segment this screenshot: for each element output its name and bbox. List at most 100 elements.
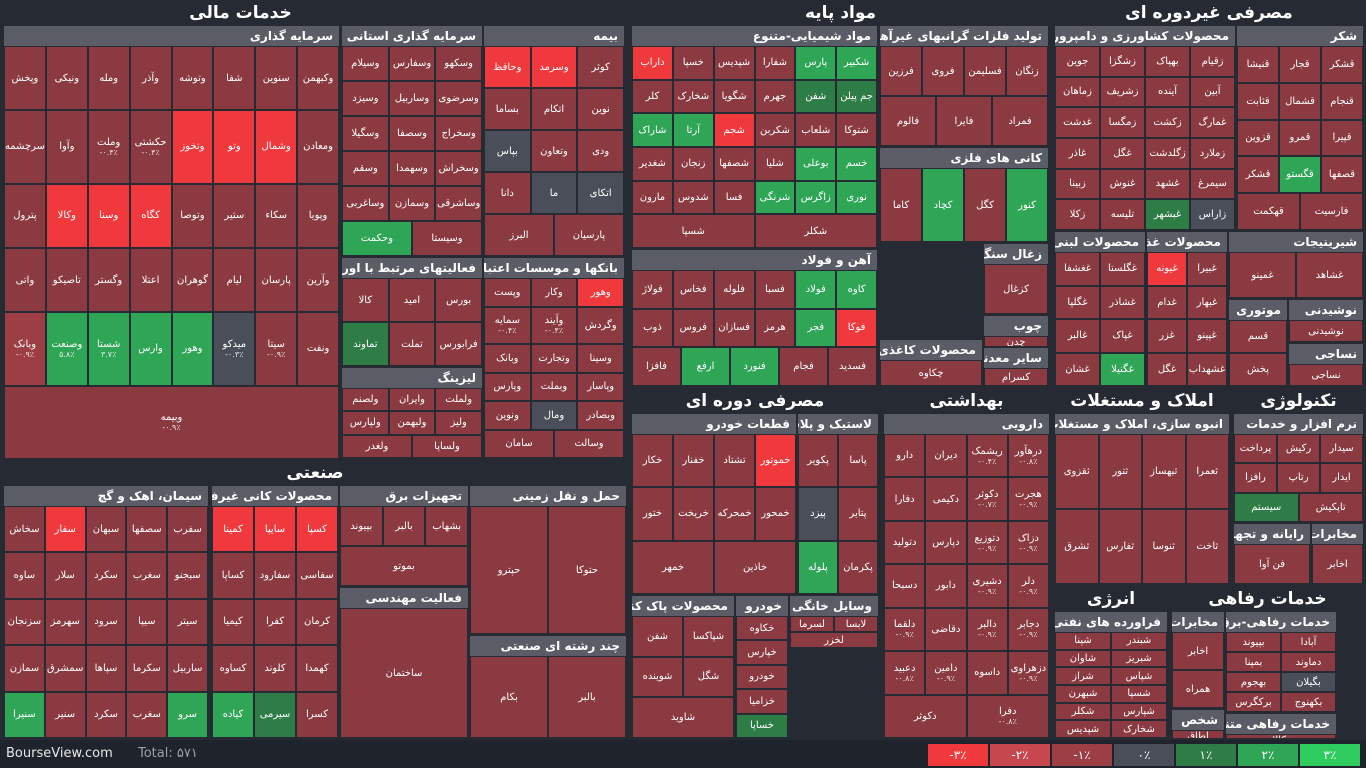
stock-cell[interactable]: قشمال	[1279, 82, 1321, 120]
stock-cell[interactable]: جوین	[1055, 46, 1100, 77]
stock-cell[interactable]: قگستو	[1279, 156, 1321, 194]
sector-tile[interactable]: شخص اطاق	[1172, 710, 1224, 738]
stock-cell[interactable]: فسدید	[828, 347, 877, 386]
sector-tile[interactable]: آهن و فولاد کاوه فولاد فسبا فلوله فخاس فولاژ فو…	[632, 250, 877, 386]
stock-cell[interactable]: بکهنوج	[1281, 692, 1336, 712]
sector-title[interactable]: زغال سنگ	[984, 244, 1048, 264]
sector-tile[interactable]: مخابرات اخابر	[1312, 524, 1363, 584]
stock-cell[interactable]: اعتلا	[129, 247, 172, 313]
stock-cell[interactable]: زشگزا	[1100, 46, 1145, 77]
stock-cell[interactable]: چکاوه	[880, 360, 982, 386]
stock-cell[interactable]: ولپارس	[342, 411, 389, 435]
stock-cell[interactable]: ولملت	[435, 388, 482, 412]
stock-cell[interactable]: فرابورس	[435, 322, 482, 366]
stock-cell[interactable]: دابور	[925, 564, 967, 608]
stock-cell[interactable]: بکام	[470, 656, 548, 738]
stock-cell[interactable]: ثشرق	[1055, 509, 1099, 584]
stock-cell[interactable]: پارس	[795, 46, 837, 80]
stock-cell[interactable]: زنگان	[1006, 46, 1048, 96]
sector-title[interactable]: نساجی	[1289, 344, 1363, 364]
stock-cell[interactable]: سمایه -۰.۴٪	[484, 306, 531, 344]
stock-cell[interactable]: غبشهر	[1145, 199, 1190, 230]
stock-cell[interactable]: کگل	[964, 168, 1006, 242]
stock-cell[interactable]: فجر	[795, 308, 837, 348]
stock-cell[interactable]: فلوله	[713, 270, 755, 309]
stock-cell[interactable]: وتو	[213, 110, 256, 184]
stock-cell[interactable]: وگردش	[577, 306, 624, 344]
stock-cell[interactable]: شخارک	[1111, 720, 1167, 738]
stock-cell[interactable]: ونیکی	[45, 46, 88, 111]
stock-cell[interactable]: آینده	[1145, 76, 1190, 108]
stock-cell[interactable]: شفارا	[754, 46, 796, 80]
stock-cell[interactable]: سامان	[484, 429, 554, 458]
stock-cell[interactable]: بگیلان	[1281, 672, 1336, 692]
stock-cell[interactable]: شکربن	[754, 113, 796, 147]
stock-cell[interactable]: غمینو	[1229, 252, 1296, 298]
stock-cell[interactable]: بورس	[435, 278, 482, 322]
stock-cell[interactable]: داراب	[632, 46, 673, 80]
stock-cell[interactable]: فمراد	[992, 96, 1048, 146]
stock-cell[interactable]: سکرما	[126, 645, 168, 692]
stock-cell[interactable]: چدن	[984, 336, 1048, 346]
stock-cell[interactable]: دسبحا	[884, 564, 926, 608]
sector-tile[interactable]: نوشیدنی نوشیدنی	[1289, 300, 1363, 342]
stock-cell[interactable]: ثفارس	[1098, 509, 1142, 584]
stock-cell[interactable]: ودی	[577, 130, 624, 172]
stock-cell[interactable]: اتکام	[530, 88, 578, 130]
sector-tile[interactable]: موتوری قسم پخش	[1229, 300, 1287, 386]
stock-cell[interactable]: وتجارت	[530, 344, 578, 373]
stock-cell[interactable]: ومعادن	[297, 110, 339, 184]
stock-cell[interactable]: زنجان	[672, 146, 714, 181]
stock-cell[interactable]: داسوه	[966, 651, 1008, 695]
stock-cell[interactable]: خساپا	[736, 713, 788, 738]
stock-cell[interactable]: کسرا	[296, 691, 338, 738]
stock-cell[interactable]: گوهران	[171, 247, 214, 313]
stock-cell[interactable]: ونفت	[297, 312, 339, 386]
sector-title[interactable]: محصولات کانی غیرفلزی	[212, 486, 338, 506]
stock-cell[interactable]: قجار	[1279, 46, 1321, 83]
stock-cell[interactable]: فسبا	[754, 270, 796, 309]
stock-cell[interactable]: ایدار	[1320, 463, 1363, 493]
stock-cell[interactable]: اخابر	[1172, 632, 1224, 670]
stock-cell[interactable]: غشان	[1055, 352, 1100, 386]
stock-cell[interactable]: ذوب	[632, 308, 673, 348]
sector-title[interactable]: فعالیتهای مرتبط با اوراق بهادار	[342, 258, 482, 278]
stock-cell[interactable]: تلیسه	[1100, 199, 1145, 230]
stock-cell[interactable]: هجرت -۰.۹٪	[1007, 477, 1049, 521]
sector-title[interactable]: خدمات رفاهی متنوع	[1226, 714, 1336, 734]
stock-cell[interactable]: سایپا	[254, 506, 296, 553]
sector-title[interactable]: سرمایه گذاری استانی	[342, 26, 482, 46]
stock-cell[interactable]: کوثر	[577, 46, 624, 88]
stock-cell[interactable]: وسمازن	[388, 186, 436, 221]
stock-cell[interactable]: وبیمه -۰.۹٪	[4, 385, 339, 459]
stock-cell[interactable]: کهمدا	[296, 645, 338, 692]
stock-cell[interactable]: شسپا	[1111, 684, 1167, 703]
sector-tile[interactable]: فعالیتهای مرتبط با اوراق بهادار بورس امید ک…	[342, 258, 482, 366]
sector-tile[interactable]: انبوه سازی، املاک و مستغلات ثعمرا ثبهساز ثت…	[1055, 414, 1229, 584]
stock-cell[interactable]: وسصفا	[388, 116, 436, 151]
stock-cell[interactable]: شاوید	[632, 697, 734, 738]
stock-cell[interactable]: نوشیدنی	[1289, 320, 1363, 342]
stock-cell[interactable]: شگویا	[713, 79, 755, 114]
sector-title[interactable]: سرمایه گذاری	[4, 26, 339, 46]
stock-cell[interactable]: فوکا	[836, 308, 877, 348]
sector-title[interactable]: بیمه	[484, 26, 624, 46]
stock-cell[interactable]: وحافظ	[484, 46, 531, 88]
stock-cell[interactable]: وبانک -۰.۹٪	[4, 312, 46, 386]
stock-cell[interactable]: واتی	[4, 247, 46, 313]
stock-cell[interactable]: کاما	[880, 168, 922, 242]
stock-cell[interactable]: بالبر	[548, 656, 626, 738]
sector-tile[interactable]: چند رشته ای صنعتی بالبر بکام	[470, 636, 626, 738]
stock-cell[interactable]: لخزر	[790, 632, 878, 648]
stock-cell[interactable]: فالوم	[880, 96, 936, 146]
sector-title[interactable]: بانکها و موسسات اعتباری	[484, 258, 624, 278]
stock-cell[interactable]: غگلپا	[1055, 285, 1100, 319]
stock-cell[interactable]: دکوثر -۰.۷٪	[966, 477, 1008, 521]
stock-cell[interactable]: کمینا	[212, 506, 254, 553]
stock-cell[interactable]: دجابر -۰.۹٪	[1007, 607, 1049, 652]
sector-title[interactable]: خودرو	[736, 596, 788, 616]
stock-cell[interactable]: حپترو	[470, 506, 548, 634]
stock-cell[interactable]: وسخراج	[435, 116, 482, 151]
stock-cell[interactable]: سکرد	[85, 691, 127, 738]
stock-cell[interactable]: فروس	[672, 308, 714, 348]
